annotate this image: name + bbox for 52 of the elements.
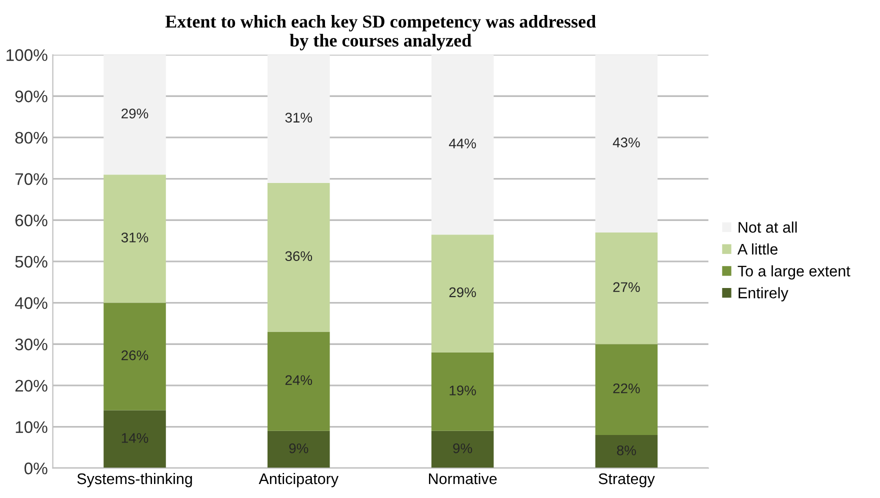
data-label: 27% [613,282,640,292]
legend-label: To a large extent [738,265,850,280]
legend-label: Not at all [738,222,797,233]
bar [431,54,494,235]
y-tick-label: 80% [15,132,48,144]
bar [268,182,330,332]
bar [104,302,166,410]
bar [268,430,330,468]
bar [595,344,658,436]
data-label: 31% [285,112,312,123]
data-label: 29% [122,108,148,118]
y-tick-label: 20% [15,380,48,392]
y-tick-label: 60% [15,214,48,226]
data-label: 36% [285,251,312,262]
bar [104,410,166,468]
bar [595,54,658,233]
data-label: 8% [617,445,636,456]
data-label: 43% [612,138,640,148]
y-tick-label: 10% [16,421,48,433]
data-label: 9% [453,443,472,454]
y-tick-label: 30% [15,338,48,350]
legend-label: Entirely [738,287,788,302]
x-tick-label: Strategy [598,473,655,488]
bar [595,232,658,344]
bar [595,435,658,468]
bar [104,54,166,175]
bar [431,352,494,431]
bar [268,54,330,183]
y-tick-label: 70% [15,173,48,185]
x-tick-label: Systems-thinking [77,472,192,488]
bar [104,174,166,303]
y-tick-label: 40% [14,297,48,309]
data-label: 26% [122,350,148,360]
x-tick-label: Anticipatory [258,472,339,488]
data-label: 24% [285,375,312,385]
y-tick-label: 0% [24,462,48,474]
bar [431,234,494,352]
y-tick-label: 90% [15,90,48,102]
data-label: 31% [121,232,148,242]
legend-label: A little [737,243,778,255]
y-tick-label: 50% [15,256,48,268]
data-label: 9% [289,443,308,454]
x-tick-label: Normative [428,472,497,484]
bar [268,332,330,431]
y-tick-label: 100% [6,49,48,61]
data-label: 14% [122,433,148,443]
chart-title: Extent to which each key SD competency was addressed by the courses analyzed [165,14,596,50]
bar [431,430,494,468]
data-label: 29% [449,287,476,298]
data-label: 19% [450,386,476,396]
data-label: 44% [448,138,476,148]
data-label: 22% [613,383,640,394]
